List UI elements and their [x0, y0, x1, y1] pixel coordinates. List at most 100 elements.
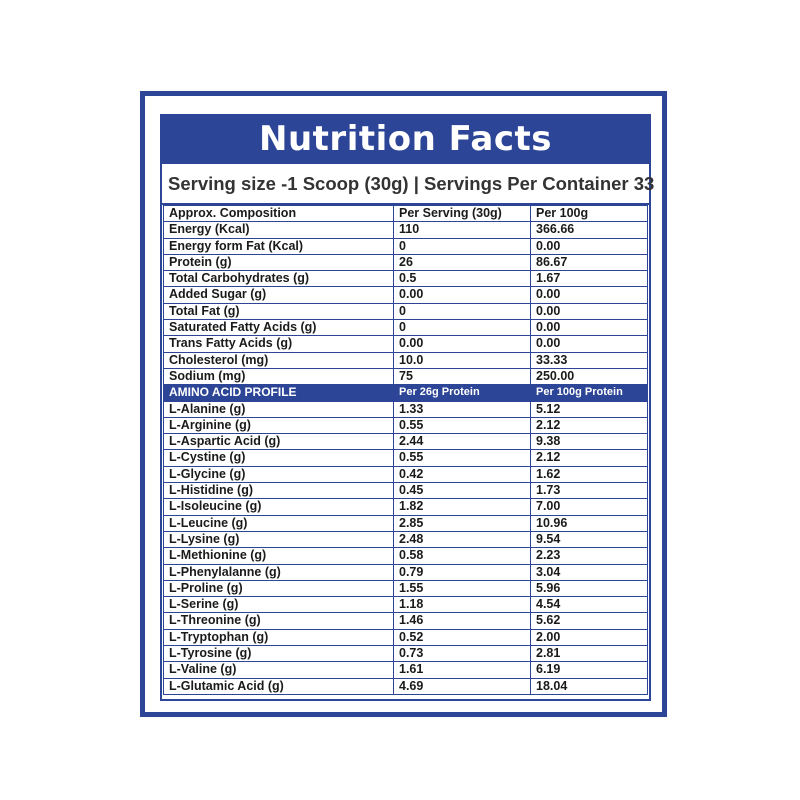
per-serving-value: 0.55: [393, 449, 531, 467]
per-100g-value: 0.00: [530, 335, 648, 353]
per-serving-value: 1.33: [393, 400, 531, 418]
row-label: L-Arginine (g): [163, 416, 394, 435]
table-row: L-Tryptophan (g) 0.52 2.00: [163, 628, 648, 647]
table-row: L-Threonine (g) 1.46 5.62: [163, 612, 648, 630]
per-serving-value: 1.46: [393, 612, 531, 630]
per-100g-value: 1.67: [530, 270, 648, 288]
per-100g-value: 0.00: [530, 319, 648, 337]
table-row: Trans Fatty Acids (g) 0.00 0.00: [163, 335, 648, 353]
table-row: Total Carbohydrates (g) 0.5 1.67: [163, 270, 648, 288]
per-serving-value: 2.85: [393, 514, 531, 532]
per-serving-value: 0.42: [393, 465, 531, 484]
row-label: L-Aspartic Acid (g): [163, 433, 394, 451]
per-serving-value: 0: [393, 237, 531, 255]
per-100g-value: 1.73: [530, 482, 648, 500]
row-label: Sodium (mg): [163, 367, 394, 386]
per-serving-value: 0.00: [393, 335, 531, 353]
per-100g-value: 86.67: [530, 253, 648, 272]
row-label: L-Proline (g): [163, 579, 394, 598]
row-label: L-Valine (g): [163, 661, 394, 679]
divider: [162, 203, 649, 205]
per-100g-value: 5.62: [530, 612, 648, 630]
table-row: L-Phenylalanne (g) 0.79 3.04: [163, 563, 648, 581]
table-row: L-Glutamic Acid (g) 4.69 18.04: [163, 677, 648, 695]
table-row: L-Histidine (g) 0.45 1.73: [163, 482, 648, 500]
table-row: L-Methionine (g) 0.58 2.23: [163, 547, 648, 565]
per-serving-value: 0.45: [393, 482, 531, 500]
table-row: Energy form Fat (Kcal) 0 0.00: [163, 237, 648, 255]
row-label: L-Phenylalanne (g): [163, 563, 394, 581]
per-serving-value: 1.82: [393, 498, 531, 516]
per-100g-value: 2.12: [530, 416, 648, 435]
per-serving-value: 0.00: [393, 286, 531, 304]
per-serving-value: 0.73: [393, 645, 531, 663]
per-100g-value: 7.00: [530, 498, 648, 516]
row-label: L-Alanine (g): [163, 400, 394, 418]
table-row: L-Valine (g) 1.61 6.19: [163, 661, 648, 679]
table-row: L-Tyrosine (g) 0.73 2.81: [163, 645, 648, 663]
row-label: Trans Fatty Acids (g): [163, 335, 394, 353]
per-100g-value: 2.00: [530, 628, 648, 647]
serving-info: Serving size -1 Scoop (30g) | Servings P…: [168, 173, 655, 194]
row-label: L-Serine (g): [163, 596, 394, 614]
table-row: L-Glycine (g) 0.42 1.62: [163, 465, 648, 484]
row-label: L-Glycine (g): [163, 465, 394, 484]
per-serving-value: 0: [393, 302, 531, 321]
per-100g-value: Per 100g: [530, 204, 648, 223]
table-row: Cholesterol (mg) 10.0 33.33: [163, 351, 648, 369]
per-serving-value: 2.44: [393, 433, 531, 451]
amino-header-row: AMINO ACID PROFILE Per 26g Protein Per 100…: [163, 384, 648, 402]
table-row: Saturated Fatty Acids (g) 0 0.00: [163, 319, 648, 337]
table-row: L-Aspartic Acid (g) 2.44 9.38: [163, 433, 648, 451]
per-100g-value: 0.00: [530, 237, 648, 255]
table-row: Added Sugar (g) 0.00 0.00: [163, 286, 648, 304]
table-row: L-Leucine (g) 2.85 10.96: [163, 514, 648, 532]
per-100g-value: 5.96: [530, 579, 648, 598]
per-serving-value: 0.58: [393, 547, 531, 565]
row-label: Saturated Fatty Acids (g): [163, 319, 394, 337]
row-label: Approx. Composition: [163, 204, 394, 223]
per-100g-value: 5.12: [530, 400, 648, 418]
per-serving-value: 0.5: [393, 270, 531, 288]
per-100g-value: Per 100g Protein: [530, 384, 648, 402]
row-label: Cholesterol (mg): [163, 351, 394, 369]
table-row: L-Cystine (g) 0.55 2.12: [163, 449, 648, 467]
per-100g-value: 3.04: [530, 563, 648, 581]
page-title: Nutrition Facts: [160, 114, 651, 164]
table-row: Sodium (mg) 75 250.00: [163, 367, 648, 386]
per-serving-value: 2.48: [393, 530, 531, 549]
per-100g-value: 18.04: [530, 677, 648, 695]
per-100g-value: 0.00: [530, 302, 648, 321]
per-serving-value: 1.55: [393, 579, 531, 598]
per-serving-value: 1.18: [393, 596, 531, 614]
row-label: AMINO ACID PROFILE: [163, 384, 394, 402]
per-100g-value: 4.54: [530, 596, 648, 614]
per-serving-value: 4.69: [393, 677, 531, 695]
row-label: L-Methionine (g): [163, 547, 394, 565]
table-row: L-Serine (g) 1.18 4.54: [163, 596, 648, 614]
table-row: L-Proline (g) 1.55 5.96: [163, 579, 648, 598]
per-100g-value: 6.19: [530, 661, 648, 679]
table-row: L-Isoleucine (g) 1.82 7.00: [163, 498, 648, 516]
row-label: Total Carbohydrates (g): [163, 270, 394, 288]
per-100g-value: 366.66: [530, 221, 648, 239]
per-100g-value: 1.62: [530, 465, 648, 484]
table-row: L-Alanine (g) 1.33 5.12: [163, 400, 648, 418]
table-row: L-Arginine (g) 0.55 2.12: [163, 416, 648, 435]
row-label: Energy form Fat (Kcal): [163, 237, 394, 255]
per-100g-value: 9.38: [530, 433, 648, 451]
per-serving-value: 110: [393, 221, 531, 239]
per-100g-value: 33.33: [530, 351, 648, 369]
row-label: Added Sugar (g): [163, 286, 394, 304]
per-serving-value: 75: [393, 367, 531, 386]
nutrition-table: Approx. Composition Per Serving (30g) Per …: [163, 204, 648, 695]
per-serving-value: 0.55: [393, 416, 531, 435]
row-label: Energy (Kcal): [163, 221, 394, 239]
row-label: L-Glutamic Acid (g): [163, 677, 394, 695]
per-100g-value: 2.23: [530, 547, 648, 565]
row-label: L-Threonine (g): [163, 612, 394, 630]
row-label: L-Isoleucine (g): [163, 498, 394, 516]
table-row: Protein (g) 26 86.67: [163, 253, 648, 272]
row-label: L-Tryptophan (g): [163, 628, 394, 647]
row-label: L-Tyrosine (g): [163, 645, 394, 663]
